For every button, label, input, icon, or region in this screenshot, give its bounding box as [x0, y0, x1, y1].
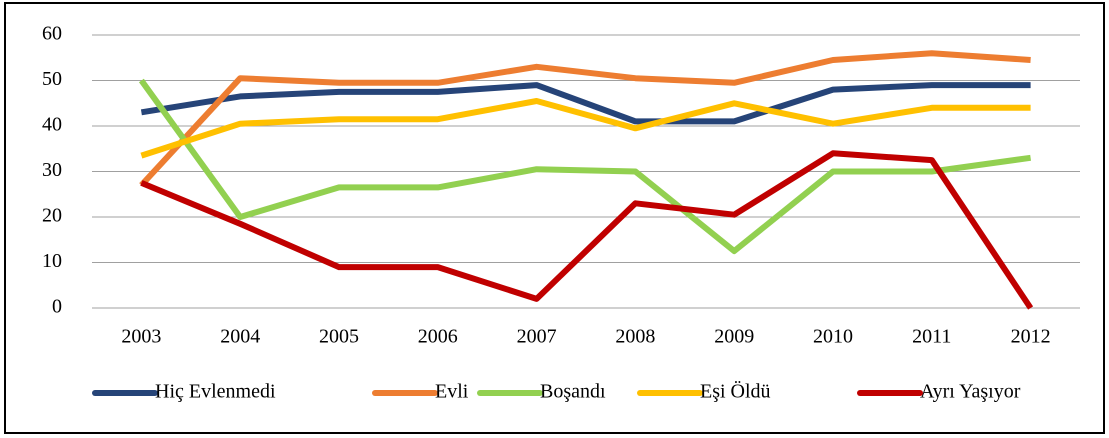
y-tick-label: 50: [42, 68, 62, 90]
line-series: [140, 150, 1034, 310]
x-tick-label: 2004: [220, 326, 260, 348]
legend-label: Eşi Öldü: [700, 380, 771, 403]
x-tick-label: 2009: [714, 326, 754, 348]
legend-label: Ayrı Yaşıyor: [920, 381, 1021, 403]
x-tick-label: 2012: [1011, 326, 1051, 348]
x-tick-label: 2007: [517, 326, 557, 348]
line-series: [139, 50, 1031, 188]
x-tick-label: 2008: [615, 326, 655, 348]
x-tick-label: 2006: [418, 326, 458, 348]
x-tick-label: 2003: [121, 326, 161, 348]
x-tick-label: 2010: [813, 326, 853, 348]
y-tick-label: 30: [42, 159, 62, 181]
y-tick-label: 20: [42, 205, 62, 227]
legend-label: Boşandı: [540, 381, 606, 403]
chart-border: [4, 2, 1105, 434]
x-tick-label: 2011: [912, 326, 951, 348]
legend-label: Hiç Evlenmedi: [155, 381, 276, 403]
x-tick-label: 2005: [319, 326, 359, 348]
y-tick-label: 0: [52, 296, 62, 318]
line-series: [138, 78, 1032, 255]
y-tick-label: 60: [42, 23, 62, 45]
y-tick-label: 40: [42, 114, 62, 136]
line-series: [140, 98, 1031, 159]
line-series: [140, 82, 1031, 125]
y-tick-label: 10: [42, 250, 62, 272]
legend-label: Evli: [435, 381, 469, 403]
